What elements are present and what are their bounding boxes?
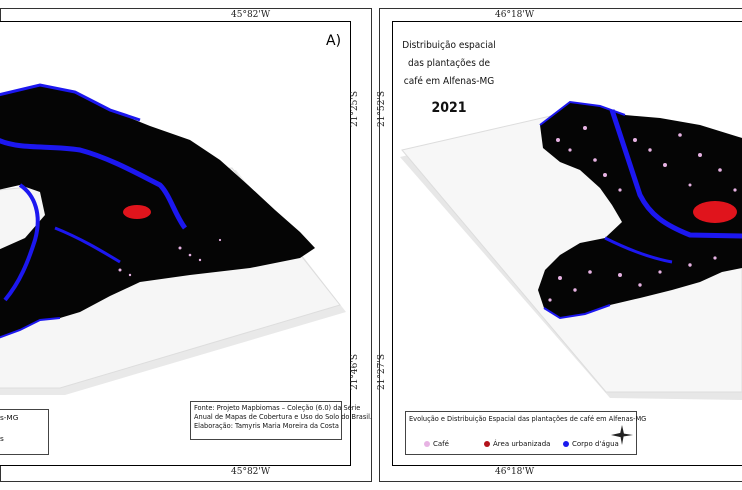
left-right-coordinate-top: 21°25'S (350, 90, 361, 128)
source-line-2: Anual de Mapas de Cobertura e Uso do Sol… (194, 413, 373, 421)
right-map-panel: 46°18'W 46°18'W 21°52'S 21°27'S Distribu… (377, 8, 742, 482)
left-bottom-coordinate: 45°82'W (231, 467, 271, 477)
left-top-coordinate: 45°82'W (231, 10, 271, 20)
legend-item-cafe: Café (424, 440, 449, 448)
title-line-1: Distribuição espacial (402, 40, 496, 51)
legend-swatch-cafe (424, 441, 430, 447)
title-line-2: das plantações de (407, 58, 491, 69)
right-legend-title: Evolução e Distribuição Espacial das pla… (409, 415, 647, 423)
left-legend-title: s-MG (0, 413, 19, 422)
right-bottom-coordinate: 46°18'W (495, 467, 535, 477)
panel-label: A) (326, 33, 342, 49)
legend-label-cafe: Café (433, 440, 449, 448)
map-year: 2021 (431, 100, 467, 116)
legend-item-water: Corpo d'água (563, 440, 619, 448)
legend-swatch-urban (484, 441, 490, 447)
legend-item-urban: Área urbanizada (484, 440, 550, 448)
map-title: Distribuição espacial das plantações de … (390, 37, 508, 116)
right-legend: Evolução e Distribuição Espacial das pla… (405, 411, 646, 455)
legend-swatch-water (563, 441, 569, 447)
left-map-frame (0, 21, 351, 466)
right-left-coordinate-bottom: 21°27'S (377, 353, 388, 391)
left-right-coordinate-bottom: 21°46'S (350, 353, 361, 391)
legend-label-urban: Área urbanizada (493, 440, 551, 448)
legend-label-water: Corpo d'água (572, 440, 619, 448)
source-line-1: Fonte: Projeto Mapbiomas – Coleção (6.0)… (194, 404, 361, 412)
left-map-panel: 45°82'W 45°82'W 21°25'S 21°46'S A) Fonte… (0, 8, 372, 482)
title-line-3: café em Alfenas-MG (403, 76, 495, 87)
left-legend-item: s (0, 434, 4, 443)
source-line-3: Elaboração: Tamyris Maria Moreira da Cos… (194, 422, 339, 430)
left-legend-fragment: s-MG s (0, 409, 49, 455)
source-credits: Fonte: Projeto Mapbiomas – Coleção (6.0)… (190, 401, 373, 440)
compass-rose-icon (611, 425, 633, 445)
right-top-coordinate: 46°18'W (495, 10, 535, 20)
right-left-coordinate-top: 21°52'S (377, 90, 388, 128)
